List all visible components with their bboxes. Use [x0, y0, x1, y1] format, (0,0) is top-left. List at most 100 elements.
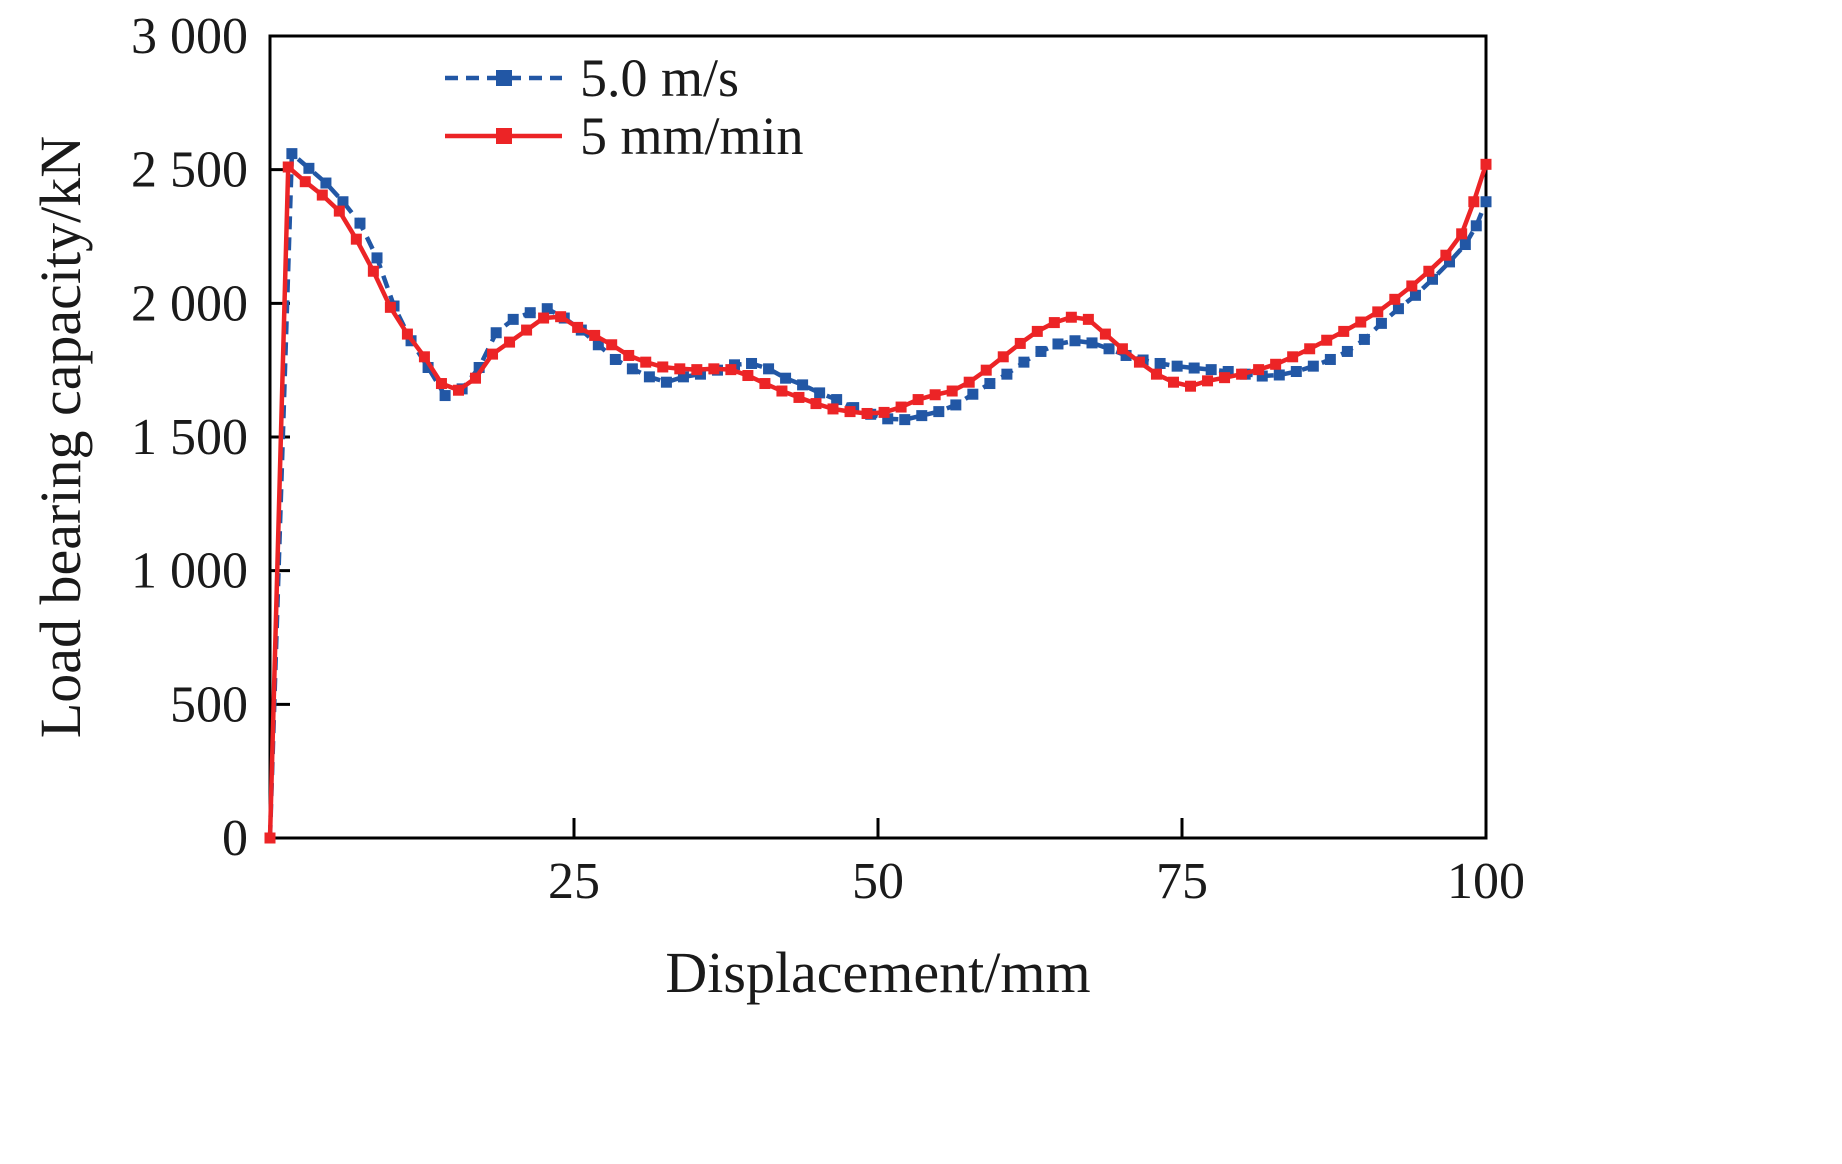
- series-marker: [776, 385, 788, 397]
- series-marker: [1321, 334, 1333, 346]
- series-marker: [1205, 364, 1217, 376]
- series-marker: [929, 389, 941, 401]
- legend-label-0: 5.0 m/s: [580, 48, 739, 108]
- series-marker: [626, 363, 638, 375]
- series-marker: [746, 357, 758, 369]
- series-marker: [1375, 317, 1387, 329]
- series-marker: [470, 372, 482, 384]
- series-marker: [643, 371, 655, 383]
- series-marker: [371, 252, 383, 264]
- series-marker: [967, 388, 979, 400]
- series-marker: [418, 351, 430, 363]
- series-marker: [1031, 325, 1043, 337]
- x-axis-title: Displacement/mm: [665, 940, 1090, 1005]
- series-marker: [1171, 360, 1183, 372]
- series-marker: [422, 361, 434, 373]
- series-marker: [1304, 343, 1316, 355]
- series-marker: [708, 363, 720, 375]
- series-marker: [1426, 273, 1438, 285]
- series-marker: [674, 363, 686, 375]
- series-marker: [333, 205, 345, 217]
- series-marker: [1470, 220, 1482, 232]
- series-marker: [1480, 196, 1492, 208]
- series-marker: [1120, 349, 1132, 361]
- series-marker: [384, 301, 396, 313]
- series-marker: [759, 378, 771, 390]
- series-marker: [1219, 372, 1231, 384]
- series-marker: [1355, 316, 1367, 328]
- series-marker: [984, 378, 996, 390]
- series-marker: [1154, 357, 1166, 369]
- series-marker: [1440, 249, 1452, 261]
- series-marker: [831, 394, 843, 406]
- legend-marker-1: [496, 128, 512, 144]
- series-marker: [810, 398, 822, 410]
- series-marker: [487, 348, 499, 360]
- series-marker: [1185, 380, 1197, 392]
- series-marker: [1082, 313, 1094, 325]
- series-marker: [861, 407, 873, 419]
- series-marker: [980, 364, 992, 376]
- series-marker: [264, 832, 276, 844]
- series-marker: [677, 371, 689, 383]
- series-marker: [916, 410, 928, 422]
- series-marker: [521, 324, 533, 336]
- plot-frame: [268, 34, 1488, 840]
- y-tick-label-4: 2 000: [131, 275, 248, 332]
- series-marker: [555, 311, 567, 323]
- series-marker: [1480, 158, 1492, 170]
- y-tick-label-2: 1 000: [131, 543, 248, 600]
- series-marker: [963, 376, 975, 388]
- series-marker: [1392, 303, 1404, 315]
- series-marker: [899, 414, 911, 426]
- series-marker: [844, 406, 856, 418]
- series-marker: [1290, 366, 1302, 378]
- series-marker: [1406, 280, 1418, 292]
- series-marker: [337, 196, 349, 208]
- y-tick-label-3: 1 500: [131, 409, 248, 466]
- series-marker: [1456, 228, 1468, 240]
- series-marker: [1459, 239, 1471, 251]
- series-marker: [1014, 337, 1026, 349]
- series-marker: [286, 148, 298, 160]
- series-marker: [609, 353, 621, 365]
- series-marker: [303, 162, 315, 174]
- legend-label-1: 5 mm/min: [580, 106, 804, 166]
- series-marker: [316, 189, 328, 201]
- series-marker: [524, 307, 536, 319]
- series-marker: [541, 303, 553, 315]
- series-marker: [354, 217, 366, 229]
- series-marker: [1338, 325, 1350, 337]
- series-marker: [1188, 362, 1200, 374]
- series-marker: [1236, 368, 1248, 380]
- series-marker: [1307, 360, 1319, 372]
- series-marker: [401, 328, 413, 340]
- series-marker: [439, 390, 451, 402]
- series-marker: [1270, 358, 1282, 370]
- series-marker: [1423, 265, 1435, 277]
- series-marker: [1052, 338, 1064, 350]
- series-marker: [1389, 293, 1401, 305]
- y-tick-label-0: 0: [222, 810, 248, 867]
- series-marker: [452, 384, 464, 396]
- series-marker: [780, 372, 792, 384]
- series-marker: [1069, 335, 1081, 347]
- series-marker: [895, 401, 907, 413]
- series-marker: [1324, 353, 1336, 365]
- series-marker: [827, 403, 839, 415]
- series-marker: [504, 336, 516, 348]
- y-tick-label-6: 3 000: [131, 8, 248, 65]
- series-marker: [623, 349, 635, 361]
- series-marker: [1253, 364, 1265, 376]
- series-marker: [1468, 196, 1480, 208]
- series-marker: [950, 399, 962, 411]
- series-marker: [538, 312, 550, 324]
- series-marker: [606, 339, 618, 351]
- series-marker: [1048, 317, 1060, 329]
- series-marker: [691, 364, 703, 376]
- series-marker: [1103, 343, 1115, 355]
- series-marker: [1372, 306, 1384, 318]
- series-marker: [1358, 333, 1370, 345]
- y-tick-label-5: 2 500: [131, 142, 248, 199]
